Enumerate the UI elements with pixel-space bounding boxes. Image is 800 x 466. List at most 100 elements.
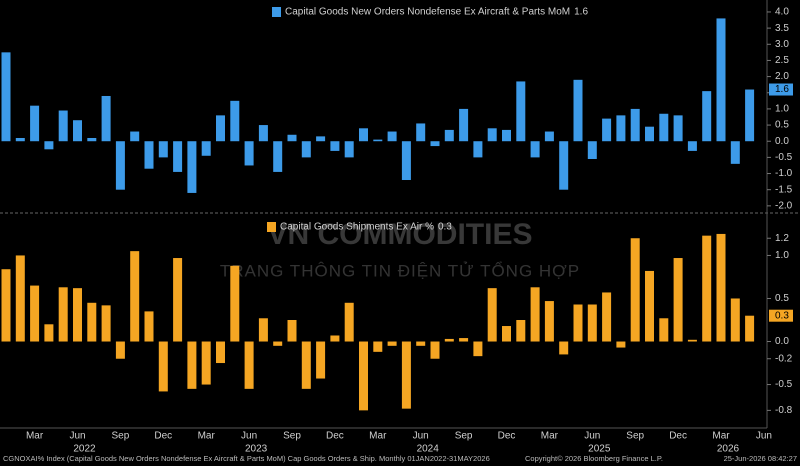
bar xyxy=(602,292,612,342)
bar xyxy=(587,304,597,342)
bar xyxy=(416,341,426,346)
y-tick-label: 1.0 xyxy=(775,104,789,115)
bar xyxy=(287,320,297,342)
x-tick-label: Dec xyxy=(154,431,172,442)
bar xyxy=(459,108,469,142)
bar xyxy=(730,141,740,164)
y-tick-label: -0.8 xyxy=(775,405,793,416)
bar xyxy=(530,287,540,342)
bar xyxy=(530,141,540,158)
watermark-subtitle: TRANG THÔNG TIN ĐIỆN TỬ TỔNG HỢP xyxy=(220,261,580,280)
bar xyxy=(1,269,11,342)
bar xyxy=(444,129,454,142)
bar xyxy=(630,238,640,342)
bar xyxy=(702,235,712,342)
bar xyxy=(344,141,354,158)
bar xyxy=(587,141,597,159)
bar xyxy=(645,126,654,142)
bar xyxy=(630,108,640,142)
footer-timestamp: 25-Jun-2026 08:42:27 xyxy=(724,454,797,463)
x-tick-label: Mar xyxy=(198,431,216,442)
y-tick-label: 4.0 xyxy=(775,7,789,18)
y-tick-label: 3.5 xyxy=(775,23,789,34)
y-tick-label: 0.0 xyxy=(775,136,789,147)
bar xyxy=(244,341,254,389)
legend-label: Capital Goods New Orders Nondefense Ex A… xyxy=(285,7,570,18)
bar xyxy=(602,118,612,142)
bar xyxy=(287,134,297,142)
bar xyxy=(573,79,583,142)
bar xyxy=(487,128,497,142)
watermark-title: VN COMMODITIES xyxy=(267,218,532,251)
bar xyxy=(115,341,125,359)
bar xyxy=(301,341,311,389)
bar xyxy=(673,258,683,342)
bar xyxy=(73,288,82,342)
legend-value: 1.6 xyxy=(574,7,588,18)
y-tick-label: -1.5 xyxy=(775,184,793,195)
bar xyxy=(573,304,583,342)
legend-label: Capital Goods Shipments Ex Air % xyxy=(280,222,434,233)
x-year-label: 2023 xyxy=(245,444,268,455)
x-tick-label: Sep xyxy=(626,431,644,442)
bar xyxy=(473,341,483,357)
y-tick-label: -2.0 xyxy=(775,201,793,212)
x-tick-label: Jun xyxy=(756,431,772,442)
bar xyxy=(101,305,111,342)
x-tick-label: Jun xyxy=(584,431,600,442)
footer-copyright: Copyright© 2026 Bloomberg Finance L.P. xyxy=(525,454,663,463)
bar xyxy=(459,338,469,342)
bar xyxy=(44,141,54,150)
x-tick-label: Dec xyxy=(326,431,344,442)
y-tick-label: 1.2 xyxy=(775,233,789,244)
bar xyxy=(502,129,511,142)
bar xyxy=(230,265,240,342)
bar xyxy=(144,311,154,342)
bar xyxy=(687,339,697,342)
bar xyxy=(30,105,40,142)
bar xyxy=(87,302,97,342)
bar xyxy=(702,91,712,142)
bar xyxy=(115,141,125,190)
bar xyxy=(444,338,454,342)
bar xyxy=(487,288,497,342)
x-tick-label: Jun xyxy=(413,431,429,442)
legend-value: 0.3 xyxy=(438,222,452,233)
bar xyxy=(187,341,197,389)
legend-swatch xyxy=(267,222,276,232)
bar xyxy=(645,270,654,342)
bar xyxy=(216,341,225,364)
x-year-label: 2022 xyxy=(73,444,96,455)
bar xyxy=(330,335,340,342)
bar xyxy=(216,115,225,142)
bar xyxy=(716,18,726,142)
bar xyxy=(359,341,368,411)
x-tick-label: Dec xyxy=(498,431,516,442)
bar xyxy=(58,110,68,142)
last-value-label: 1.6 xyxy=(775,84,789,95)
bar xyxy=(745,315,755,342)
y-tick-label: -0.5 xyxy=(775,379,793,390)
bar xyxy=(244,141,254,166)
bar xyxy=(344,302,354,342)
last-value-label: 0.3 xyxy=(775,310,789,321)
bar xyxy=(416,123,426,142)
y-tick-label: 2.5 xyxy=(775,55,789,66)
bar xyxy=(173,258,183,342)
x-tick-label: Mar xyxy=(712,431,730,442)
x-tick-label: Sep xyxy=(112,431,130,442)
bar xyxy=(130,131,140,142)
x-year-label: 2025 xyxy=(588,444,611,455)
bar xyxy=(73,120,82,142)
y-tick-label: 3.0 xyxy=(775,39,789,50)
x-tick-label: Sep xyxy=(283,431,301,442)
bar xyxy=(144,141,154,169)
bar xyxy=(1,52,11,142)
x-year-label: 2026 xyxy=(717,444,740,455)
bar xyxy=(401,141,411,181)
bar xyxy=(273,141,283,172)
bar xyxy=(673,115,683,142)
bar xyxy=(30,285,40,342)
bar xyxy=(173,141,183,172)
